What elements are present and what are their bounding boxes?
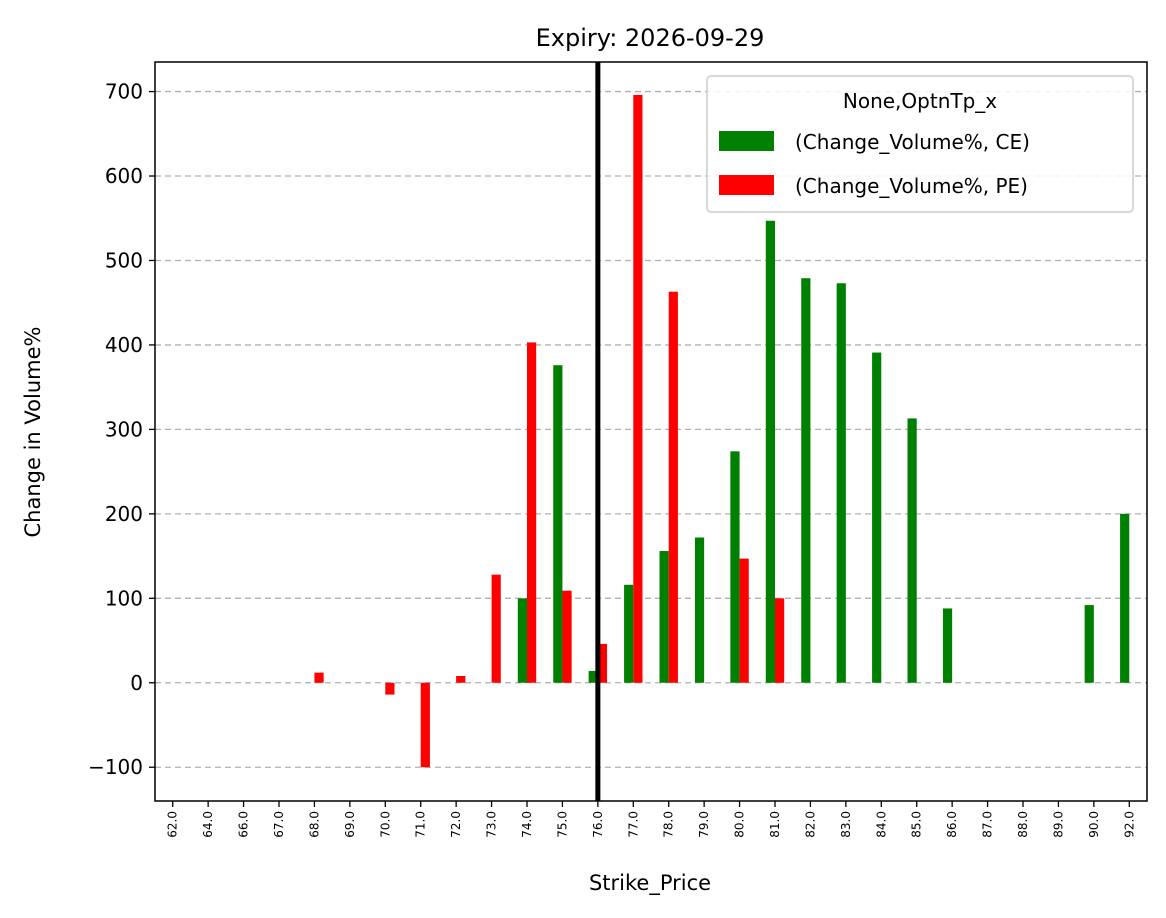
x-tick-label: 79.0: [697, 811, 711, 838]
legend-title: None,OptnTp_x: [843, 89, 997, 113]
x-tick-label: 74.0: [520, 811, 534, 838]
x-tick-label: 84.0: [874, 811, 888, 838]
bar-ce-78.0: [659, 551, 669, 683]
x-tick-label: 62.0: [166, 811, 180, 838]
y-tick-label: 600: [105, 164, 143, 188]
bar-pe-68.0: [314, 672, 324, 683]
bar-pe-80.0: [739, 558, 749, 683]
y-tick-label: 100: [105, 586, 143, 610]
plot-frame: [154, 61, 1148, 802]
bar-ce-79.0: [694, 537, 705, 683]
legend-swatch-ce: [719, 131, 774, 151]
bar-pe-81.0: [775, 598, 785, 683]
x-tick-label: 77.0: [626, 811, 640, 838]
legend-swatch-pe: [719, 175, 774, 195]
bar-pe-71.0: [420, 682, 430, 768]
x-tick-label: 75.0: [555, 811, 569, 838]
x-tick-label: 83.0: [839, 811, 853, 838]
x-tick-label: 70.0: [378, 811, 392, 838]
bar-ce-80.0: [730, 451, 740, 683]
bar-ce-85.0: [907, 418, 917, 683]
legend: None,OptnTp_x (Change_Volume%, CE) (Chan…: [706, 75, 1134, 213]
x-tick-label: 81.0: [768, 811, 782, 838]
bar-pe-70.0: [385, 682, 395, 695]
bars: [314, 94, 1130, 768]
chart-title: Expiry: 2026-09-29: [536, 24, 765, 52]
bar-ce-76.0: [588, 670, 598, 683]
x-tick-label: 78.0: [662, 811, 676, 838]
bar-ce-81.0: [765, 220, 775, 683]
bar-ce-82.0: [801, 278, 811, 683]
bar-ce-86.0: [942, 608, 953, 683]
bar-pe-75.0: [562, 590, 572, 683]
bar-pe-74.0: [527, 342, 537, 683]
x-tick-label: 73.0: [485, 811, 499, 838]
x-tick-label: 64.0: [201, 811, 215, 838]
legend-box: [706, 75, 1134, 213]
y-tick-label: 300: [105, 417, 143, 441]
bar-ce-74.0: [517, 598, 527, 683]
bar-ce-90.0: [1084, 605, 1094, 683]
x-tick-label: 89.0: [1051, 811, 1065, 838]
x-tick-label: 82.0: [803, 811, 817, 838]
y-tick-label: 0: [130, 671, 143, 695]
x-tick-label: 90.0: [1087, 811, 1101, 838]
x-tick-label: 76.0: [591, 811, 605, 838]
x-axis: 62.0 64.0 66.0 67.0 68.0 69.0 70.0 71.0 72.0 73.0…: [166, 801, 1136, 838]
y-tick-label: −100: [88, 755, 143, 779]
legend-label-ce: (Change_Volume%, CE): [795, 130, 1030, 154]
bar-ce-84.0: [872, 352, 882, 683]
y-tick-label: 200: [105, 502, 143, 526]
x-tick-label: 66.0: [237, 811, 251, 838]
x-tick-label: 92.0: [1122, 811, 1136, 838]
y-axis: −100 0 100 200 300 400 500 600 700: [88, 80, 155, 779]
y-tick-label: 500: [105, 248, 143, 272]
legend-label-pe: (Change_Volume%, PE): [795, 174, 1028, 198]
x-tick-label: 88.0: [1016, 811, 1030, 838]
x-tick-label: 72.0: [449, 811, 463, 838]
bar-pe-72.0: [456, 676, 466, 683]
x-tick-label: 71.0: [414, 811, 428, 838]
bar-pe-77.0: [633, 94, 643, 683]
x-tick-label: 67.0: [272, 811, 286, 838]
bar-pe-78.0: [668, 291, 678, 683]
x-tick-label: 80.0: [733, 811, 747, 838]
y-tick-label: 700: [105, 80, 143, 104]
x-axis-label: Strike_Price: [589, 871, 711, 896]
y-tick-label: 400: [105, 333, 143, 357]
bar-ce-92.0: [1120, 513, 1130, 683]
bar-ce-75.0: [553, 365, 563, 683]
x-tick-label: 69.0: [343, 811, 357, 838]
bar-ce-77.0: [624, 584, 634, 683]
x-tick-label: 85.0: [910, 811, 924, 838]
bar-pe-73.0: [491, 574, 501, 683]
y-axis-label: Change in Volume%: [21, 327, 45, 538]
x-tick-label: 68.0: [307, 811, 321, 838]
x-tick-label: 87.0: [981, 811, 995, 838]
bar-pe-76.0: [597, 643, 608, 683]
x-tick-label: 86.0: [945, 811, 959, 838]
bar-ce-83.0: [836, 283, 846, 683]
